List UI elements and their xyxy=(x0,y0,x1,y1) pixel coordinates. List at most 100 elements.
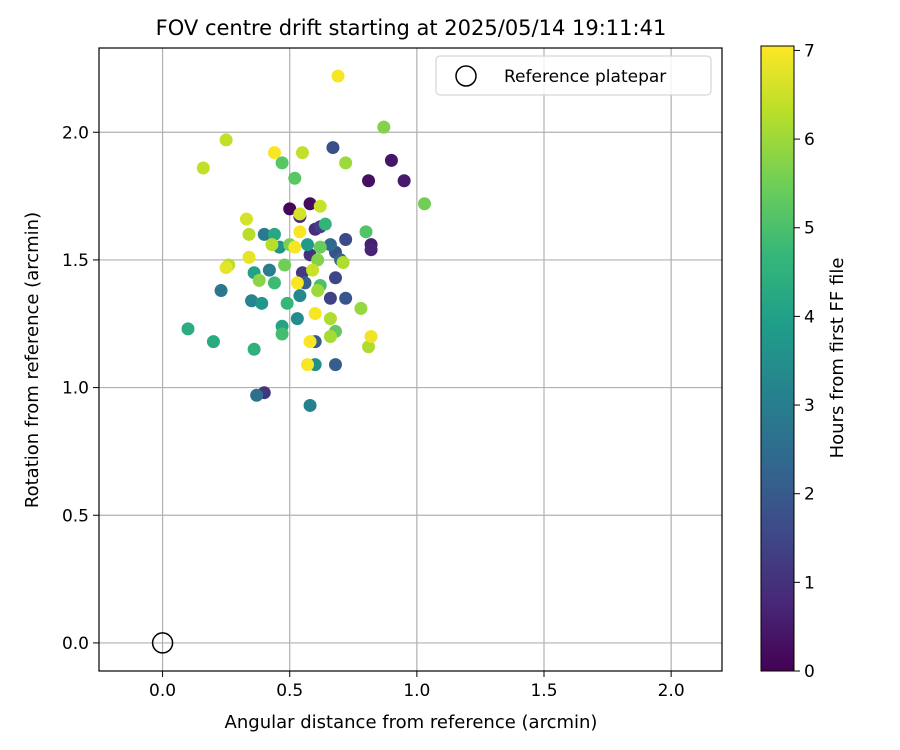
data-point-76 xyxy=(219,261,233,275)
data-point-74 xyxy=(293,207,307,221)
data-point-1 xyxy=(303,197,317,211)
x-axis-label: Angular distance from reference (arcmin) xyxy=(225,712,598,733)
colorbar-label: Hours from first FF file xyxy=(827,258,848,459)
data-point-47 xyxy=(359,225,373,239)
reference-platepar-marker xyxy=(151,632,174,654)
data-point-61 xyxy=(323,330,337,344)
data-point-78 xyxy=(331,69,345,83)
data-point-77 xyxy=(267,146,281,160)
data-point-79 xyxy=(288,240,302,254)
data-point-16 xyxy=(326,141,340,155)
data-point-41 xyxy=(247,342,261,356)
data-point-27 xyxy=(262,263,276,277)
colorbar-tick-label: 4 xyxy=(804,307,815,327)
legend-box xyxy=(435,55,712,96)
legend: Reference platepar xyxy=(435,55,712,96)
data-point-64 xyxy=(336,255,350,269)
chart-title: FOV centre drift starting at 2025/05/14 … xyxy=(156,16,667,40)
data-point-58 xyxy=(377,120,391,134)
colorbar-tick-label: 5 xyxy=(804,219,815,239)
data-point-69 xyxy=(219,133,233,147)
y-tick-label: 0.5 xyxy=(62,506,89,526)
data-point-52 xyxy=(278,258,292,272)
data-point-72 xyxy=(313,199,327,213)
colorbar-ticks: 0 1 2 3 4 5 6 7 xyxy=(794,41,815,682)
colorbar xyxy=(760,45,795,672)
reference-point xyxy=(151,632,174,654)
data-point-43 xyxy=(280,296,294,310)
data-point-20 xyxy=(328,358,342,372)
plot-frame xyxy=(98,47,723,672)
data-point-29 xyxy=(245,294,259,308)
data-point-18 xyxy=(339,291,353,305)
y-tick-label: 0.0 xyxy=(62,634,89,654)
data-point-24 xyxy=(250,388,264,402)
data-point-2 xyxy=(362,174,376,188)
colorbar-tick-label: 3 xyxy=(804,396,815,416)
data-point-3 xyxy=(384,153,398,167)
y-tick-label: 1.0 xyxy=(62,379,89,399)
data-point-80 xyxy=(290,276,304,290)
data-point-4 xyxy=(397,174,411,188)
colorbar-tick-label: 2 xyxy=(804,485,815,505)
data-point-51 xyxy=(313,240,327,254)
data-point-48 xyxy=(288,171,302,185)
data-point-40 xyxy=(181,322,195,336)
data-point-68 xyxy=(196,161,210,175)
data-point-6 xyxy=(364,243,378,257)
data-point-34 xyxy=(255,296,269,310)
data-point-15 xyxy=(339,232,353,246)
x-tick-label: 2.0 xyxy=(658,681,685,701)
data-point-82 xyxy=(308,307,322,321)
data-point-25 xyxy=(214,284,228,298)
grid-lines xyxy=(99,48,722,671)
data-point-42 xyxy=(318,217,332,231)
data-point-44 xyxy=(267,276,281,290)
data-point-54 xyxy=(311,253,325,267)
data-point-31 xyxy=(290,312,304,326)
data-point-55 xyxy=(252,273,266,287)
data-point-38 xyxy=(267,227,281,241)
x-tick-label: 1.0 xyxy=(403,681,430,701)
data-point-13 xyxy=(323,291,337,305)
x-axis-ticks: 0.0 0.5 1.0 1.5 2.0 xyxy=(149,671,685,701)
data-point-23 xyxy=(323,238,337,252)
data-point-66 xyxy=(265,238,279,252)
data-point-14 xyxy=(328,271,342,285)
data-point-84 xyxy=(301,358,315,372)
y-axis-label: Rotation from reference (arcmin) xyxy=(22,212,43,508)
data-point-75 xyxy=(242,250,256,264)
data-points xyxy=(181,69,431,412)
colorbar-tick-label: 1 xyxy=(804,573,815,593)
data-point-70 xyxy=(295,146,309,160)
data-point-49 xyxy=(275,156,289,170)
legend-entry-reference: Reference platepar xyxy=(504,67,666,87)
colorbar-tick-label: 0 xyxy=(804,662,815,682)
data-point-56 xyxy=(354,301,368,315)
data-point-11 xyxy=(295,266,309,280)
data-point-30 xyxy=(293,289,307,303)
x-tick-label: 1.5 xyxy=(530,681,557,701)
x-tick-label: 0.0 xyxy=(149,681,176,701)
y-axis-ticks: 0.0 0.5 1.0 1.5 2.0 xyxy=(62,123,99,654)
data-point-57 xyxy=(417,197,431,211)
y-tick-label: 1.5 xyxy=(62,251,89,271)
colorbar-tick-label: 6 xyxy=(804,130,815,150)
data-point-60 xyxy=(311,284,325,298)
data-point-59 xyxy=(339,156,353,170)
data-point-35 xyxy=(301,238,315,252)
data-point-81 xyxy=(293,225,307,239)
data-point-26 xyxy=(257,227,271,241)
data-point-28 xyxy=(303,398,317,412)
data-point-0 xyxy=(283,202,297,216)
data-point-71 xyxy=(306,263,320,277)
data-point-39 xyxy=(206,335,220,349)
x-tick-label: 0.5 xyxy=(276,681,303,701)
colorbar-tick-label: 7 xyxy=(804,41,815,61)
data-point-63 xyxy=(362,340,376,354)
data-point-65 xyxy=(242,227,256,241)
data-point-45 xyxy=(275,327,289,341)
data-point-85 xyxy=(364,330,378,344)
data-point-62 xyxy=(323,312,337,326)
